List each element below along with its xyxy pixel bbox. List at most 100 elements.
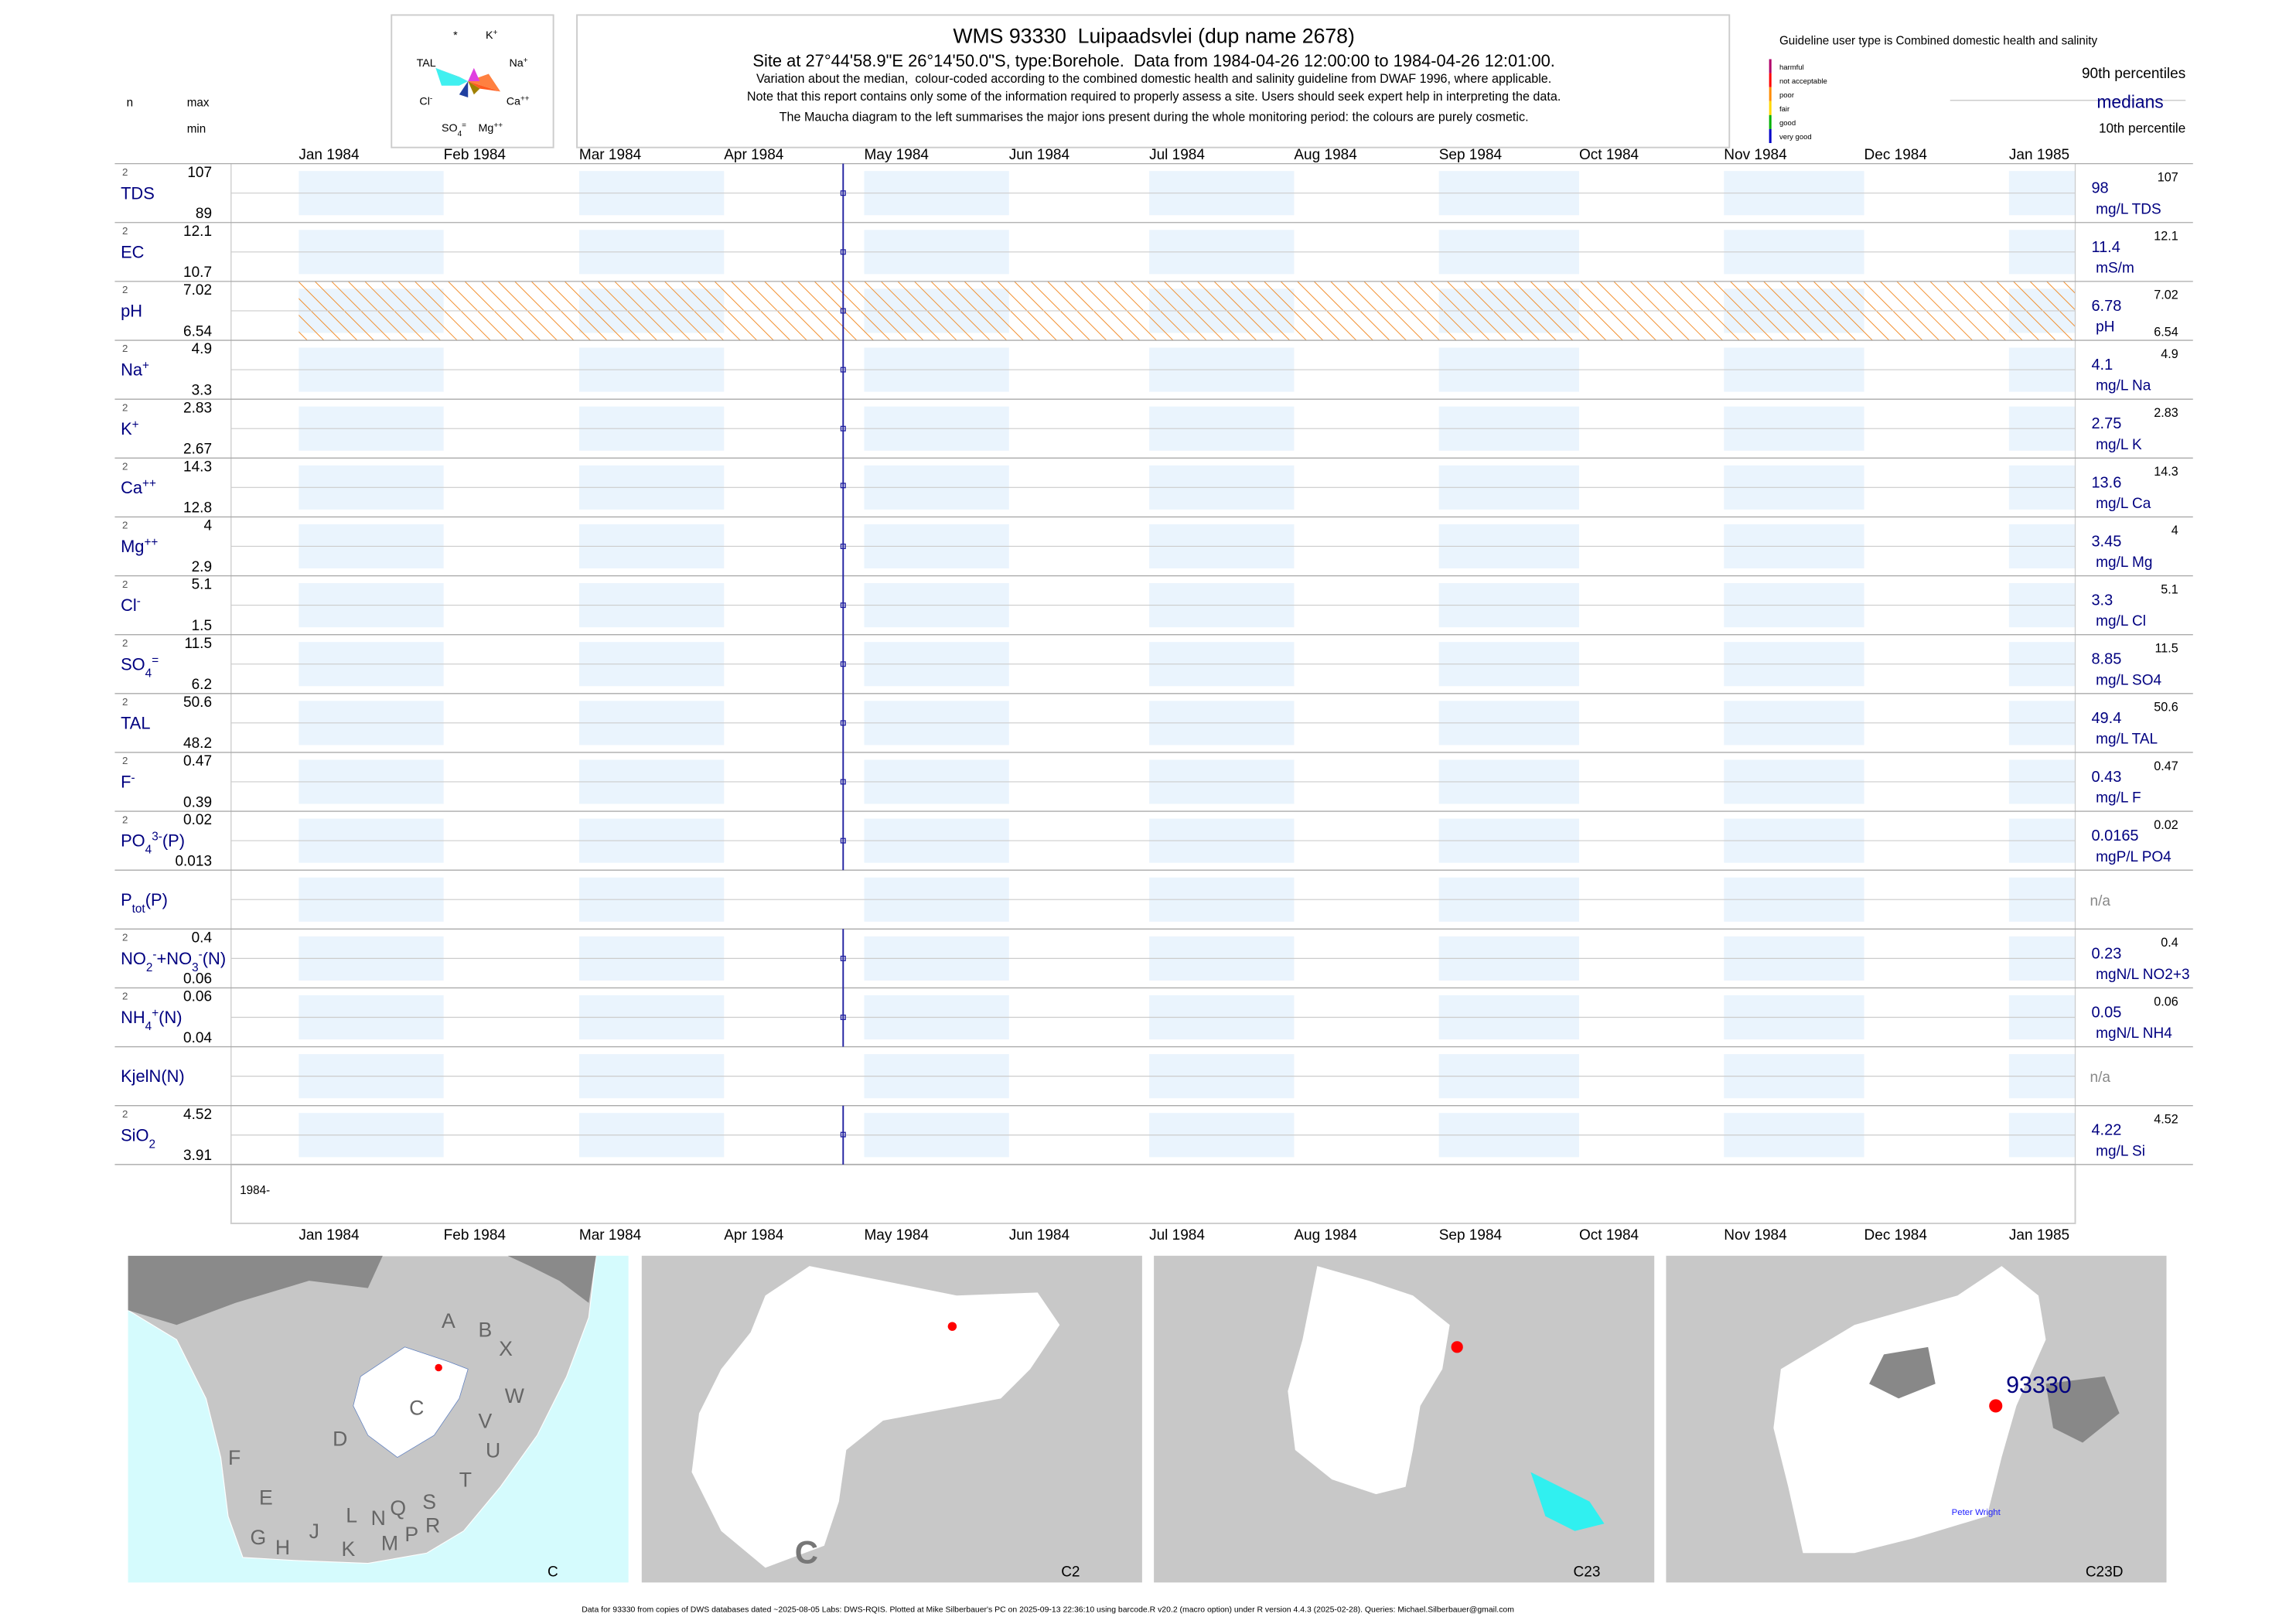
label-part: 3- xyxy=(152,830,162,843)
sample-median xyxy=(840,838,846,844)
map-urban xyxy=(1869,1346,1936,1399)
status: n/a xyxy=(2090,893,2111,909)
class-label: not acceptable xyxy=(1779,77,1827,86)
row-max: 0.02 xyxy=(183,812,212,828)
month-label: Oct 1984 xyxy=(1579,147,1639,163)
row-min: 12.8 xyxy=(183,500,212,517)
col-header: min xyxy=(187,123,206,136)
row-min: 2.9 xyxy=(192,559,212,575)
drainage-letter: K xyxy=(342,1537,356,1561)
drainage-letter: U xyxy=(486,1439,500,1462)
right-max: 14.3 xyxy=(2154,465,2178,479)
label-part: + xyxy=(152,1007,159,1020)
row-max: 4.9 xyxy=(192,341,212,357)
label-part: - xyxy=(199,947,203,960)
row-max: 50.6 xyxy=(183,694,212,711)
sample-median xyxy=(840,190,846,196)
label-part: +NO xyxy=(157,949,193,968)
unit: mg/L F xyxy=(2096,790,2141,807)
right-max: 4.52 xyxy=(2154,1113,2178,1127)
note: The Maucha diagram to the left summarise… xyxy=(780,110,1529,124)
row-min: 6.54 xyxy=(183,323,212,339)
unit: mg/L Cl xyxy=(2096,613,2146,629)
label-part: SiO xyxy=(121,1125,148,1145)
parameter-label: Na+ xyxy=(121,359,149,379)
station-label: 93330 xyxy=(2006,1372,2072,1398)
label-part: ++ xyxy=(493,121,503,129)
map-big-label: C xyxy=(795,1534,818,1571)
label-part: (N) xyxy=(159,1008,182,1027)
label-part: + xyxy=(132,418,139,431)
parameter-label: pH xyxy=(121,302,142,321)
row-min: 6.2 xyxy=(192,677,212,693)
label-part: NO xyxy=(121,949,146,968)
map-water xyxy=(1530,1472,1605,1531)
label-part: + xyxy=(524,56,528,65)
n-count: 2 xyxy=(122,578,128,590)
label-part: P xyxy=(121,890,132,909)
map-caption: C23 xyxy=(1574,1564,1601,1581)
class-label: very good xyxy=(1779,133,1812,142)
row-max: 0.47 xyxy=(183,753,212,769)
median-value: 4.1 xyxy=(2091,357,2113,374)
label-part: - xyxy=(152,947,156,960)
drainage-letter: F xyxy=(228,1446,241,1469)
label-part: - xyxy=(430,94,432,103)
drainage-letter: G xyxy=(251,1526,267,1549)
label-part: ++ xyxy=(144,536,158,549)
drainage-letter: R xyxy=(425,1514,440,1537)
right-max: 11.5 xyxy=(2154,642,2178,656)
maucha-wedge xyxy=(435,67,469,86)
month-label: Jun 1984 xyxy=(1009,1227,1070,1244)
maucha-label: SO4= xyxy=(442,121,466,138)
right-max: 4 xyxy=(2171,524,2178,537)
label-part: Ca xyxy=(507,96,520,108)
label-part: 2 xyxy=(149,1138,156,1151)
sample-median xyxy=(840,367,846,373)
label-part: SO xyxy=(121,654,145,674)
maucha-wedge xyxy=(468,81,480,95)
parameter-label: TDS xyxy=(121,183,155,203)
n-count: 2 xyxy=(122,696,128,708)
month-label: Aug 1984 xyxy=(1294,1227,1357,1244)
label-part: Mg xyxy=(121,537,144,556)
sample-median xyxy=(840,1014,846,1021)
row-max: 5.1 xyxy=(192,577,212,593)
drainage-letter: M xyxy=(381,1531,398,1554)
parameter-label: PO43-(P) xyxy=(121,830,185,856)
unit: pH xyxy=(2096,319,2114,336)
month-label: Nov 1984 xyxy=(1724,1227,1787,1244)
median-value: 6.78 xyxy=(2091,298,2121,315)
right-max: 0.4 xyxy=(2161,936,2178,950)
site-dot xyxy=(435,1363,442,1372)
class-label: poor xyxy=(1779,91,1794,100)
maucha-label: * xyxy=(453,29,458,42)
parameter-label: NH4+(N) xyxy=(121,1007,182,1033)
label-part: + xyxy=(142,359,149,372)
n-count: 2 xyxy=(122,166,128,178)
right-max: 0.02 xyxy=(2154,818,2178,832)
drainage-letter: V xyxy=(479,1409,493,1432)
unit: mgP/L PO4 xyxy=(2096,849,2171,865)
maucha-label: Mg++ xyxy=(479,121,503,135)
label-part: - xyxy=(131,771,135,784)
label-part: PO xyxy=(121,831,145,851)
map-urban xyxy=(2045,1376,2120,1443)
label-part: = xyxy=(152,653,159,667)
month-label: Aug 1984 xyxy=(1294,147,1357,163)
month-label: Sep 1984 xyxy=(1439,147,1503,163)
right-max: 2.83 xyxy=(2154,406,2178,420)
median-value: 0.05 xyxy=(2091,1004,2121,1021)
label-part: Na xyxy=(121,360,143,380)
map-catchment xyxy=(691,1266,1060,1568)
sample-median xyxy=(840,955,846,961)
map-catchment xyxy=(1773,1266,2046,1554)
unit: mg/L SO4 xyxy=(2096,672,2161,688)
month-label: Oct 1984 xyxy=(1579,1227,1639,1244)
parameter-label: Ptot(P) xyxy=(121,890,168,916)
site-dot xyxy=(947,1322,957,1331)
label-part: F xyxy=(121,773,131,792)
parameter-label: Ca++ xyxy=(121,476,156,497)
right-max: 5.1 xyxy=(2161,582,2178,596)
